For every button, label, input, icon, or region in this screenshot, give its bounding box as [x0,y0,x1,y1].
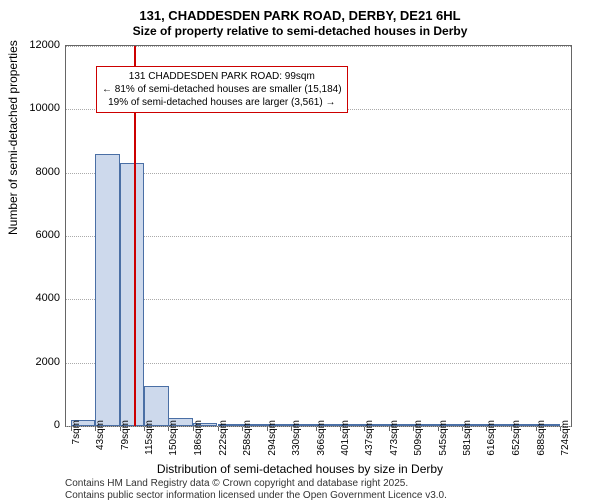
x-tick-label: 437sqm [364,420,375,456]
x-tick-label: 366sqm [316,420,327,456]
x-tick-label: 186sqm [193,420,204,456]
x-tick-label: 258sqm [242,420,253,456]
y-tick-label: 10000 [29,102,60,114]
chart-title-line2: Size of property relative to semi-detach… [0,24,600,38]
x-tick-label: 545sqm [438,420,449,456]
x-axis-label: Distribution of semi-detached houses by … [0,462,600,476]
y-tick-label: 12000 [29,39,60,51]
x-tick-label: 473sqm [389,420,400,456]
x-tick-label: 115sqm [144,420,155,455]
annotation-line3: 19% of semi-detached houses are larger (… [102,96,342,109]
x-tick-label: 724sqm [560,420,571,456]
x-tick-label: 401sqm [340,420,351,456]
annotation-line1: 131 CHADDESDEN PARK ROAD: 99sqm [102,70,342,83]
gridline [66,46,571,47]
y-tick-label: 6000 [36,229,60,241]
y-tick-label: 2000 [36,356,60,368]
x-tick-label: 616sqm [486,420,497,456]
histogram-bar [95,154,120,426]
y-axis-label: Number of semi-detached properties [6,40,20,235]
x-tick-label: 43sqm [95,420,106,450]
chart-title-line1: 131, CHADDESDEN PARK ROAD, DERBY, DE21 6… [0,8,600,23]
x-tick-label: 688sqm [536,420,547,456]
x-tick-label: 150sqm [168,420,179,456]
x-tick-label: 294sqm [267,420,278,456]
x-tick-label: 79sqm [120,420,131,450]
annotation-box: 131 CHADDESDEN PARK ROAD: 99sqm← 81% of … [96,66,348,113]
x-tick-label: 581sqm [462,420,473,456]
plot-area: 7sqm43sqm79sqm115sqm150sqm186sqm222sqm25… [65,45,572,427]
x-tick-label: 7sqm [71,420,82,444]
footer-line2: Contains public sector information licen… [65,490,447,501]
x-tick-label: 652sqm [511,420,522,456]
y-tick-label: 8000 [36,166,60,178]
chart-container: 131, CHADDESDEN PARK ROAD, DERBY, DE21 6… [0,0,600,500]
y-tick-label: 0 [54,419,60,431]
y-tick-label: 4000 [36,292,60,304]
footer-line1: Contains HM Land Registry data © Crown c… [65,478,408,489]
annotation-line2: ← 81% of semi-detached houses are smalle… [102,83,342,96]
x-tick-label: 330sqm [291,420,302,456]
x-tick-label: 222sqm [218,420,229,456]
histogram-bar [120,163,145,426]
x-tick-label: 509sqm [413,420,424,456]
